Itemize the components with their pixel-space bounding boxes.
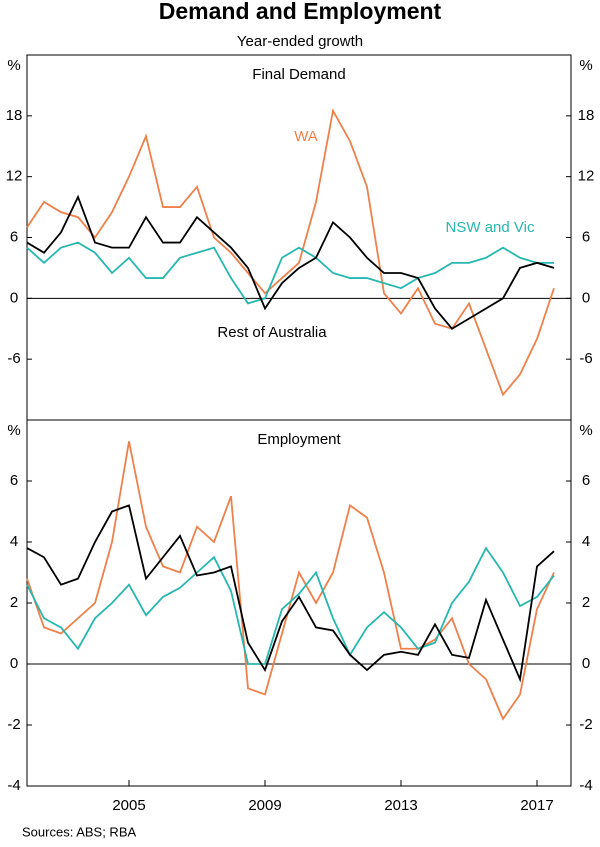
- y2-tick-label: 0: [582, 655, 590, 672]
- plot-frame: [26, 419, 572, 787]
- chart-subtitle: Year-ended growth: [237, 33, 363, 50]
- plot-frame: [26, 54, 572, 421]
- y2-tick-label: 12: [578, 168, 595, 185]
- series-line: [26, 194, 555, 330]
- x-tick-label: 2009: [248, 797, 281, 814]
- y2-tick-label: -4: [579, 777, 592, 794]
- panel-title: Final Demand: [252, 66, 345, 83]
- series-line: [26, 441, 555, 721]
- source: Sources: ABS; RBA: [22, 824, 136, 839]
- y2-tick-label: 6: [582, 228, 590, 245]
- panel-title: Employment: [257, 431, 341, 448]
- y2-tick-label: 2: [582, 594, 590, 611]
- series-line: [26, 241, 554, 305]
- series-label: Rest of Australia: [217, 324, 327, 341]
- y-tick-label: -4: [7, 777, 20, 794]
- unit-label: %: [7, 57, 20, 74]
- y-tick-label: 4: [10, 533, 18, 550]
- y2-tick-label: 4: [582, 533, 590, 550]
- series-line: [26, 504, 555, 683]
- series-label: WA: [294, 128, 318, 145]
- y-tick-label: 6: [10, 228, 18, 245]
- y2-tick-label: -6: [579, 350, 592, 367]
- series-label: NSW and Vic: [446, 219, 535, 236]
- unit-label: %: [579, 422, 592, 439]
- y2-tick-label: 18: [578, 107, 595, 124]
- y2-tick-label: 0: [582, 289, 590, 306]
- x-tick-label: 2013: [384, 797, 417, 814]
- y2-tick-label: 6: [582, 472, 590, 489]
- y-tick-label: 2: [10, 594, 18, 611]
- y-tick-label: -6: [7, 350, 20, 367]
- y-tick-label: 6: [10, 472, 18, 489]
- y-tick-label: 12: [6, 168, 23, 185]
- series-line: [26, 546, 555, 665]
- y-tick-label: 18: [6, 107, 23, 124]
- unit-label: %: [579, 57, 592, 74]
- chart-title: Demand and Employment: [159, 0, 442, 24]
- y-tick-label: 0: [10, 655, 18, 672]
- series-line: [26, 108, 555, 397]
- x-tick-label: 2017: [520, 797, 553, 814]
- x-tick-label: 2005: [112, 797, 145, 814]
- y-tick-label: -2: [7, 716, 20, 733]
- unit-label: %: [7, 422, 20, 439]
- y2-tick-label: -2: [579, 716, 592, 733]
- y-tick-label: 0: [10, 289, 18, 306]
